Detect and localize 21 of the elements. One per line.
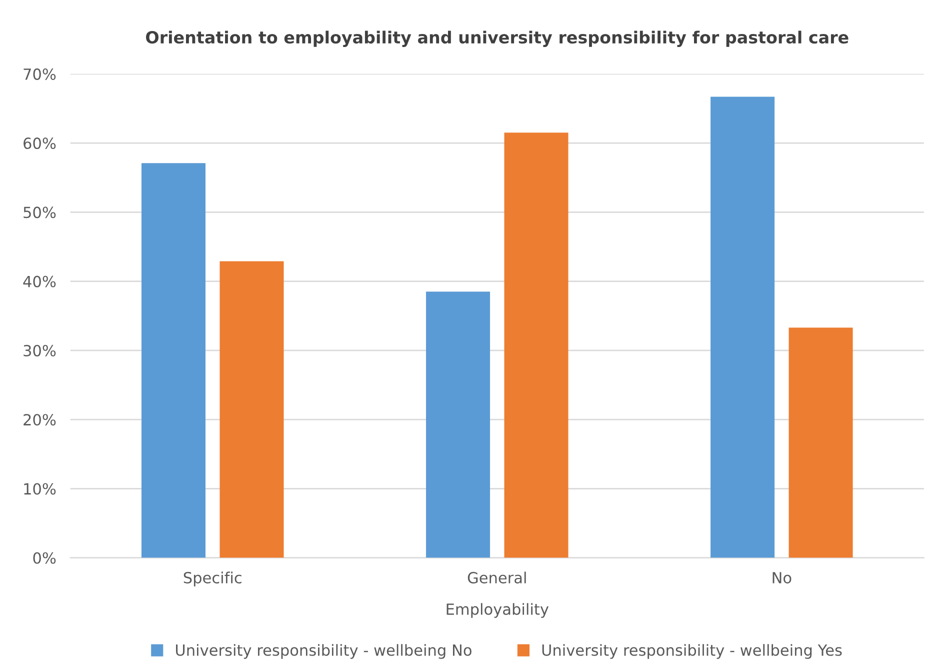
- legend-label: University responsibility - wellbeing No: [176, 644, 472, 659]
- bar: [710, 96, 775, 558]
- y-tick-label: 30%: [24, 344, 56, 356]
- chart-title: Orientation to employability and university responsibility for pastoral care: [146, 30, 848, 47]
- y-tick-label: 60%: [24, 138, 56, 150]
- x-axis-title: Employability: [446, 603, 549, 618]
- y-tick-label: 50%: [24, 206, 56, 218]
- y-tick-label: 70%: [24, 68, 56, 80]
- y-tick-label: 20%: [24, 414, 56, 426]
- y-tick-label: 10%: [24, 483, 56, 495]
- bar: [504, 132, 568, 558]
- bar: [220, 261, 284, 558]
- bar: [141, 163, 206, 558]
- x-tick-label: No: [772, 572, 792, 584]
- legend-label: University responsibility - wellbeing Yes: [542, 644, 842, 659]
- y-tick-label: 0%: [33, 552, 56, 564]
- bar: [788, 328, 853, 558]
- bar: [426, 292, 490, 558]
- x-tick-label: General: [468, 572, 526, 584]
- x-tick-label: Specific: [184, 572, 242, 586]
- y-tick-label: 40%: [23, 276, 56, 288]
